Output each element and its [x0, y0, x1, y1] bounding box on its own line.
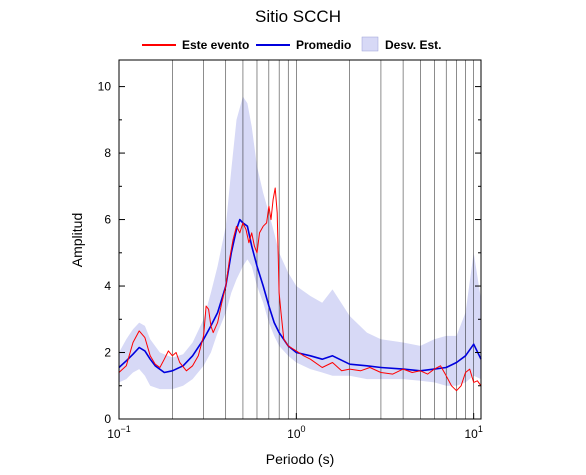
- legend-label-este-evento: Este evento: [182, 38, 249, 52]
- chart-title: Sitio SCCH: [255, 7, 341, 26]
- y-tick-label: 2: [104, 346, 111, 360]
- y-tick-label: 4: [104, 279, 111, 293]
- series-line-promedio: [118, 218, 482, 374]
- y-tick-label: 6: [104, 213, 111, 227]
- y-axis-label: Amplitud: [69, 213, 85, 267]
- legend-label-desv-est: Desv. Est.: [385, 38, 441, 52]
- plot-frame: [118, 59, 482, 420]
- y-tick-label: 8: [104, 146, 111, 160]
- legend: Este evento Promedio Desv. Est.: [142, 36, 441, 52]
- legend-label-promedio: Promedio: [296, 38, 351, 52]
- series-layer: [118, 187, 482, 392]
- x-tick-label: 100: [287, 424, 305, 441]
- x-tick-label: 101: [464, 424, 482, 441]
- series-line-este-evento: [118, 187, 482, 392]
- y-tick-label: 0: [104, 412, 111, 426]
- x-axis-label: Periodo (s): [266, 451, 334, 467]
- plot-area: 0 2 4 6 8 10 10−1 100 101: [98, 59, 483, 441]
- x-tick-label: 10−1: [107, 424, 131, 441]
- y-tick-label: 10: [98, 80, 112, 94]
- legend-swatch-desv-est: [361, 36, 379, 52]
- grid-layer: [118, 60, 474, 419]
